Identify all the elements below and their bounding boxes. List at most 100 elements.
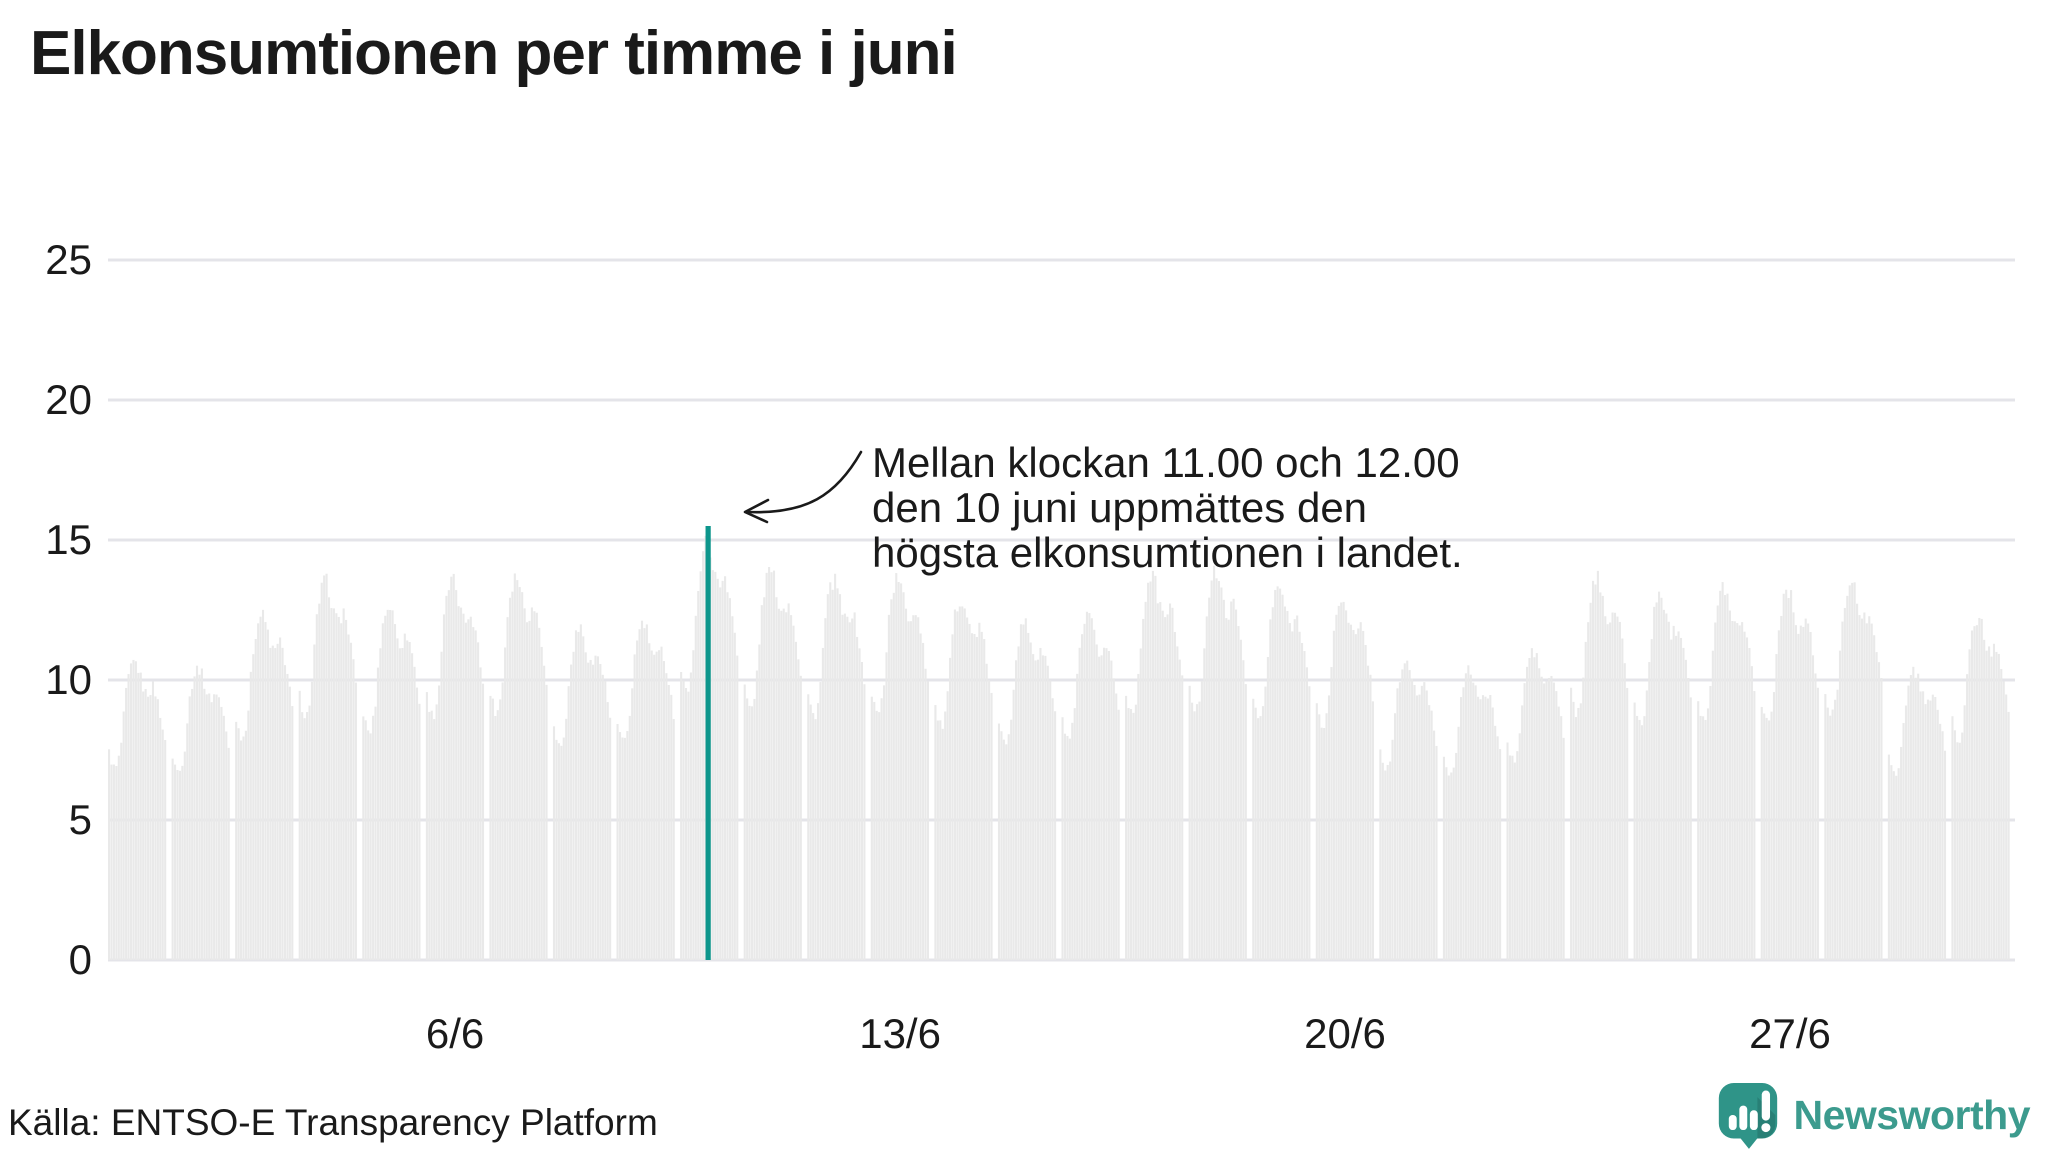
hour-bar [1868, 616, 1871, 960]
hour-bar [318, 603, 321, 960]
hour-bar [653, 654, 656, 960]
hour-bar [283, 665, 287, 960]
hour-bar [1638, 719, 1641, 960]
hour-bar [1814, 673, 1817, 960]
hour-bar [1301, 643, 1304, 960]
hour-bar [479, 667, 482, 960]
hour-bar [513, 573, 516, 960]
hour-bar [592, 664, 595, 960]
hour-bar [1760, 706, 1763, 960]
hour-bar [961, 606, 964, 960]
hour-bar [2007, 711, 2010, 960]
y-tick-label-15: 15 [45, 516, 92, 563]
hour-bar [684, 688, 688, 960]
hour-bar [1073, 708, 1076, 960]
hour-bar [1941, 731, 1944, 960]
hour-bar [1704, 719, 1707, 960]
hour-bar [574, 630, 578, 960]
hour-bar [1066, 735, 1069, 960]
hour-bar [1530, 648, 1533, 960]
hour-bar [1702, 716, 1705, 960]
hour-bar [188, 696, 191, 960]
newsworthy-logo-icon [1718, 1083, 1777, 1149]
hour-bar [1697, 701, 1700, 960]
hour-bar [584, 652, 587, 960]
hour-bar [418, 703, 421, 960]
hour-bar [122, 711, 125, 960]
hour-bar [545, 684, 548, 960]
hour-bar [555, 739, 558, 960]
hour-bar [826, 594, 829, 960]
hour-bar [1452, 767, 1455, 960]
hour-bar [601, 674, 604, 960]
hour-bar [1019, 624, 1022, 960]
hour-bar [428, 711, 431, 960]
hour-bar [1843, 607, 1846, 960]
hour-bar [1958, 742, 1961, 960]
hour-bar [963, 608, 966, 960]
hour-bar [1858, 615, 1861, 960]
hour-bar [980, 631, 983, 960]
hour-bar [391, 610, 394, 960]
hour-bar [1489, 695, 1492, 960]
hour-bar [308, 705, 311, 960]
hour-bar [462, 613, 465, 960]
hour-bar [1811, 655, 1815, 960]
hour-bar [1917, 673, 1920, 960]
hour-bar [1276, 586, 1279, 960]
hour-bar [494, 716, 497, 960]
hour-bar [1860, 618, 1863, 960]
hour-bar [1491, 707, 1494, 960]
hour-bar [623, 737, 626, 960]
hour-bar [1594, 584, 1597, 960]
hour-bar [1560, 716, 1563, 960]
hour-bar [240, 740, 243, 960]
hour-bar [1919, 691, 1922, 960]
hour-bar [1090, 618, 1093, 960]
peak-annotation-text: Mellan klockan 11.00 och 12.00 den 10 ju… [872, 439, 1463, 576]
hour-bar [1327, 695, 1331, 960]
hour-bar [1362, 630, 1365, 960]
hour-bar [210, 702, 213, 960]
hour-bar [616, 724, 619, 960]
hour-bar [1895, 775, 1898, 960]
hour-bar [1459, 697, 1463, 960]
hour-bar [702, 551, 705, 960]
hour-bar [655, 651, 658, 960]
hour-bar [1286, 610, 1289, 960]
hour-bar [1636, 715, 1639, 960]
hour-bar [609, 717, 612, 960]
hour-bar [807, 694, 810, 960]
hour-bar [271, 645, 274, 960]
hour-bar [1613, 612, 1617, 960]
hour-bar [1709, 685, 1712, 960]
hour-bar [1980, 618, 1983, 960]
hour-bar [306, 712, 309, 960]
hour-bar [1367, 665, 1370, 960]
hour-bar [511, 591, 514, 960]
hour-bar [878, 712, 881, 960]
hour-bar [1961, 732, 1964, 960]
hour-bar [1931, 694, 1934, 960]
hour-bar [1002, 739, 1005, 960]
hour-bar [315, 614, 318, 960]
hour-bar [198, 674, 201, 960]
hour-bar [799, 675, 802, 960]
hour-bar [227, 747, 230, 960]
hour-bar [1988, 646, 1991, 960]
hour-bar [983, 639, 986, 960]
hour-bar [1015, 660, 1018, 960]
hour-bar [1237, 626, 1240, 960]
hour-bar [1552, 682, 1555, 960]
hour-bar [499, 699, 502, 960]
hour-bar [203, 688, 206, 960]
hour-bar [836, 588, 839, 960]
hour-bar [633, 654, 636, 960]
hour-bar [1107, 650, 1110, 960]
hour-bar [538, 627, 541, 960]
hour-bar [1029, 642, 1032, 960]
hour-bar [750, 706, 754, 960]
hour-bar [648, 643, 651, 960]
hour-bar [956, 611, 959, 960]
hour-bar [1083, 623, 1086, 960]
